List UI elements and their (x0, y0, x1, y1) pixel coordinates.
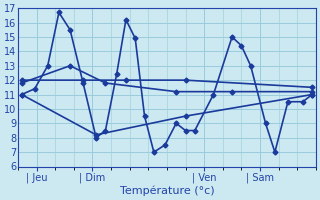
X-axis label: Température (°c): Température (°c) (120, 185, 214, 196)
